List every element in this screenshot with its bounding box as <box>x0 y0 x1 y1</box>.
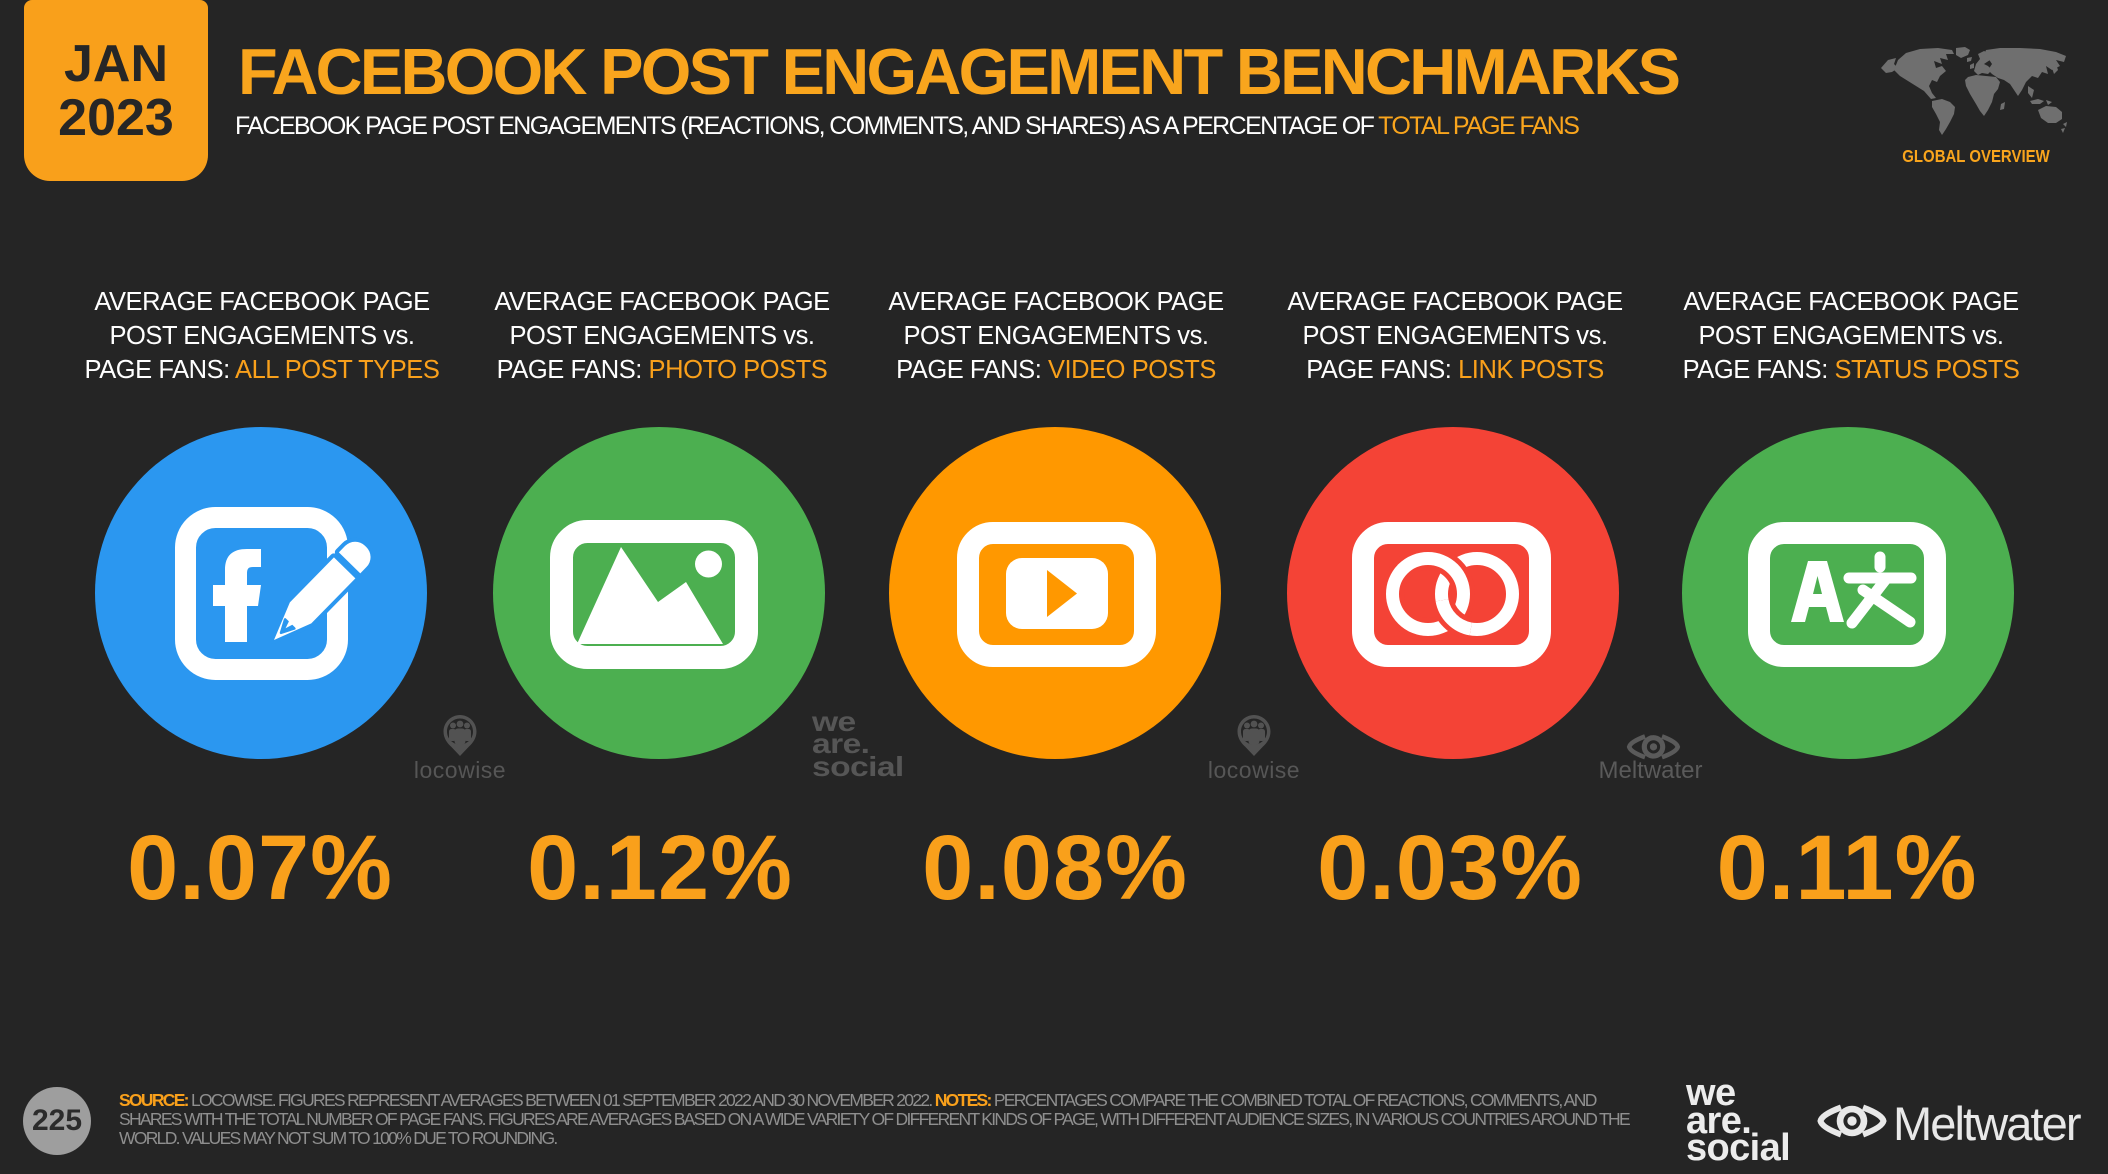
svg-text:Meltwater: Meltwater <box>1598 757 1702 782</box>
svg-text:locowise: locowise <box>414 757 506 782</box>
svg-text:locowise: locowise <box>1208 757 1300 782</box>
